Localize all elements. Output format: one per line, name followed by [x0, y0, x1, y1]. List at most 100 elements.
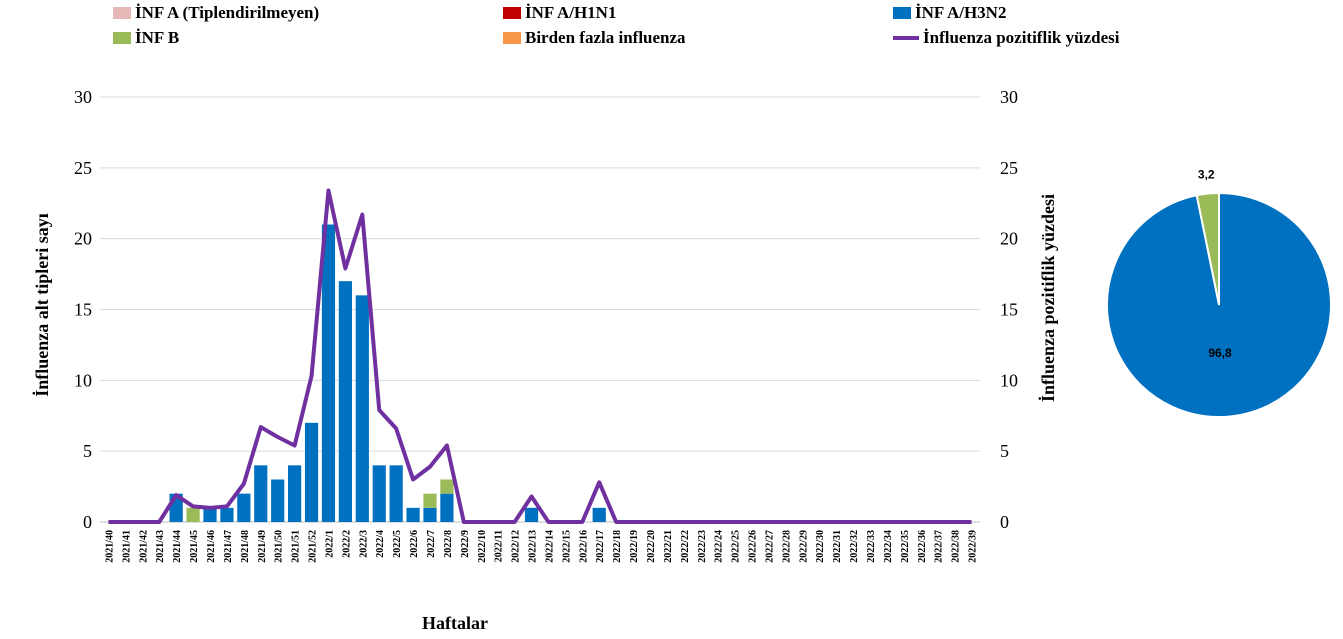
- bar-i-nf-a-h3n2-2022/4: [372, 465, 386, 522]
- x-tick-label: 2022/39: [968, 530, 979, 563]
- bar-i-nf-a-h3n2-2021/47: [220, 507, 234, 522]
- legend-item-multiple-influenza: Birden fazla influenza: [503, 28, 686, 48]
- x-tick-label: 2022/38: [951, 530, 962, 563]
- subtype-pie-chart: 3,2 96,8: [1106, 168, 1333, 418]
- bar-i-nf-a-h3n2-2022/5: [389, 465, 403, 522]
- left-tick-label: 10: [74, 370, 92, 390]
- legend-item-positivity-line: İnfluenza pozitiflik yüzdesi: [893, 28, 1119, 48]
- legend-label: İnfluenza pozitiflik yüzdesi: [923, 28, 1120, 47]
- bar-i-nf-a-h3n2-2021/48: [237, 493, 251, 522]
- bar-i-nf-b-2021/45: [186, 507, 200, 522]
- x-tick-label: 2022/32: [849, 530, 860, 563]
- bar-i-nf-a-h3n2-2022/2: [338, 281, 352, 522]
- left-tick-label: 0: [83, 512, 92, 532]
- x-tick-label: 2022/7: [426, 530, 437, 558]
- x-tick-label: 2022/35: [900, 530, 911, 563]
- x-tick-label: 2022/23: [697, 530, 708, 563]
- x-tick-label: 2022/4: [375, 530, 386, 558]
- x-tick-label: 2021/43: [155, 530, 166, 563]
- x-tick-label: 2021/52: [308, 530, 319, 563]
- y2-axis-label: İnfluenza pozitiflik yüzdesi: [1038, 194, 1058, 402]
- x-tick-label: 2021/51: [291, 530, 302, 563]
- legend-label: İNF A/H3N2: [915, 3, 1007, 22]
- legend-label: Birden fazla influenza: [525, 28, 686, 47]
- gridlines: [100, 96, 980, 523]
- right-tick-label: 0: [1000, 512, 1009, 532]
- x-tick-label: 2022/31: [832, 530, 843, 563]
- x-tick-label: 2022/2: [341, 530, 352, 558]
- legend-label: İNF B: [135, 28, 180, 47]
- x-tick-label: 2022/8: [443, 530, 454, 558]
- left-tick-label: 25: [74, 158, 92, 178]
- x-tick-label: 2022/1: [324, 530, 335, 558]
- line-series: [108, 188, 972, 524]
- legend-swatch: [113, 32, 131, 44]
- left-tick-label: 15: [74, 300, 92, 320]
- x-tick-label: 2022/34: [883, 530, 894, 563]
- x-tick-label: 2022/29: [798, 530, 809, 563]
- chart-legend: İNF A (Tiplendirilmeyen) İNF A/H1N1 İNF …: [0, 0, 1343, 56]
- legend-label: İNF A (Tiplendirilmeyen): [135, 3, 320, 22]
- x-tick-label: 2022/13: [528, 530, 539, 563]
- pie-slice-i-nf-a-h3n2: [1106, 191, 1333, 418]
- right-tick-label: 15: [1000, 300, 1018, 320]
- bar-i-nf-a-h3n2-2022/8: [440, 493, 454, 522]
- x-tick-label: 2022/10: [477, 530, 488, 563]
- x-tick-label: 2021/48: [240, 530, 251, 563]
- x-tick-label: 2022/6: [409, 530, 420, 558]
- x-tick-label: 2022/18: [612, 530, 623, 563]
- x-tick-label: 2022/3: [358, 530, 369, 558]
- legend-item-inf-b: İNF B: [113, 28, 179, 48]
- bar-i-nf-b-2022/8: [440, 479, 454, 494]
- x-tick-label: 2022/37: [934, 530, 945, 563]
- legend-item-inf-a-h3n2: İNF A/H3N2: [893, 3, 1006, 23]
- x-tick-label: 2022/5: [392, 530, 403, 558]
- bar-i-nf-a-h3n2-2021/51: [288, 465, 302, 522]
- legend-item-inf-a-untyped: İNF A (Tiplendirilmeyen): [113, 3, 319, 23]
- x-tick-label: 2022/19: [629, 530, 640, 563]
- left-tick-label: 20: [74, 229, 92, 249]
- x-tick-label: 2022/25: [731, 530, 742, 563]
- bar-i-nf-a-h3n2-2022/1: [321, 224, 336, 522]
- legend-swatch: [113, 7, 131, 19]
- x-tick-label: 2021/46: [206, 530, 217, 563]
- legend-swatch: [893, 7, 911, 19]
- bar-i-nf-a-h3n2-2022/13: [524, 507, 539, 522]
- bar-i-nf-a-h3n2-2022/7: [423, 507, 437, 522]
- x-axis-tick-labels: 2021/40 2021/41 2021/42 2021/43 2021/44 2021/…: [104, 530, 978, 563]
- x-tick-label: 2022/33: [866, 530, 877, 563]
- bar-i-nf-a-h3n2-2022/3: [355, 295, 369, 522]
- x-tick-label: 2022/11: [494, 530, 505, 562]
- bar-i-nf-a-h3n2-2021/52: [304, 422, 319, 522]
- x-tick-label: 2022/14: [544, 530, 555, 563]
- right-axis-ticks: 0 5 10 15 20 25 30: [1000, 87, 1018, 532]
- x-tick-label: 2021/50: [274, 530, 285, 563]
- legend-line-swatch: [893, 36, 919, 40]
- legend-label: İNF A/H1N1: [525, 3, 617, 22]
- x-tick-label: 2021/44: [172, 530, 183, 563]
- bar-i-nf-a-h3n2-2021/49: [254, 465, 268, 522]
- x-tick-label: 2022/21: [663, 530, 674, 563]
- x-tick-label: 2021/45: [189, 530, 200, 563]
- x-tick-label: 2022/36: [917, 530, 928, 563]
- legend-swatch: [503, 7, 521, 19]
- left-tick-label: 30: [74, 87, 92, 107]
- bar-i-nf-b-2022/7: [423, 493, 437, 508]
- right-tick-label: 25: [1000, 158, 1018, 178]
- right-tick-label: 10: [1000, 370, 1018, 390]
- x-tick-label: 2022/26: [748, 530, 759, 563]
- x-tick-label: 2022/28: [781, 530, 792, 563]
- x-tick-label: 2022/20: [646, 530, 657, 563]
- x-tick-label: 2022/17: [595, 530, 606, 563]
- x-tick-label: 2021/41: [121, 530, 132, 563]
- x-tick-label: 2022/16: [578, 530, 589, 563]
- bar-i-nf-a-h3n2-2021/46: [203, 507, 217, 522]
- left-axis-ticks: 0 5 10 15 20 25 30: [74, 87, 92, 532]
- x-tick-label: 2021/49: [257, 530, 268, 563]
- pie-data-label: 96,8: [1208, 346, 1232, 360]
- x-tick-label: 2022/9: [460, 530, 471, 558]
- bar-i-nf-a-h3n2-2022/17: [592, 507, 606, 522]
- legend-item-inf-a-h1n1: İNF A/H1N1: [503, 3, 616, 23]
- right-tick-label: 20: [1000, 229, 1018, 249]
